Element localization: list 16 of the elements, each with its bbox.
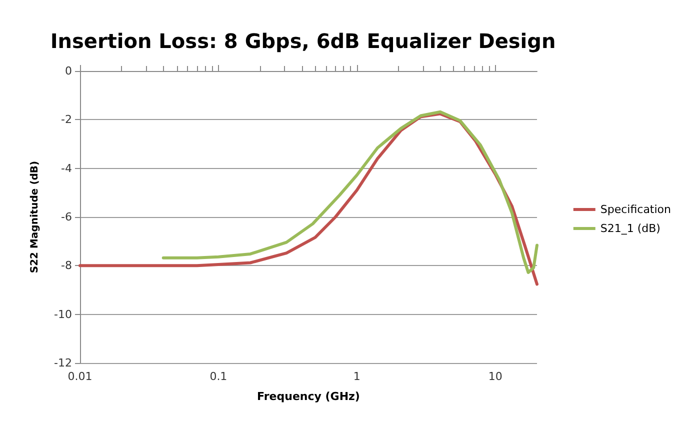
legend-label: Specification (600, 203, 672, 216)
legend-label: S21_1 (dB) (600, 222, 660, 235)
y-axis-title: S22 Magnitude (dB) (30, 160, 40, 274)
x-tick-label: 0.1 (210, 370, 228, 383)
x-axis-title: Frequency (GHz) (257, 390, 360, 403)
x-tick-label: 10 (488, 370, 502, 383)
y-tick-label: -10 (54, 308, 72, 321)
x-tick-label: 1 (353, 370, 360, 383)
y-tick-label: 0 (65, 64, 72, 78)
y-tick-label: -6 (61, 210, 72, 224)
x-tick-label: 0.01 (68, 370, 92, 383)
chart-title: Insertion Loss: 8 Gbps, 6dB Equalizer Design (50, 29, 556, 53)
y-tick-label: -2 (61, 113, 72, 126)
y-tick-label: -12 (54, 356, 72, 370)
y-tick-label: -8 (61, 259, 72, 272)
y-tick-label: -4 (61, 162, 72, 175)
